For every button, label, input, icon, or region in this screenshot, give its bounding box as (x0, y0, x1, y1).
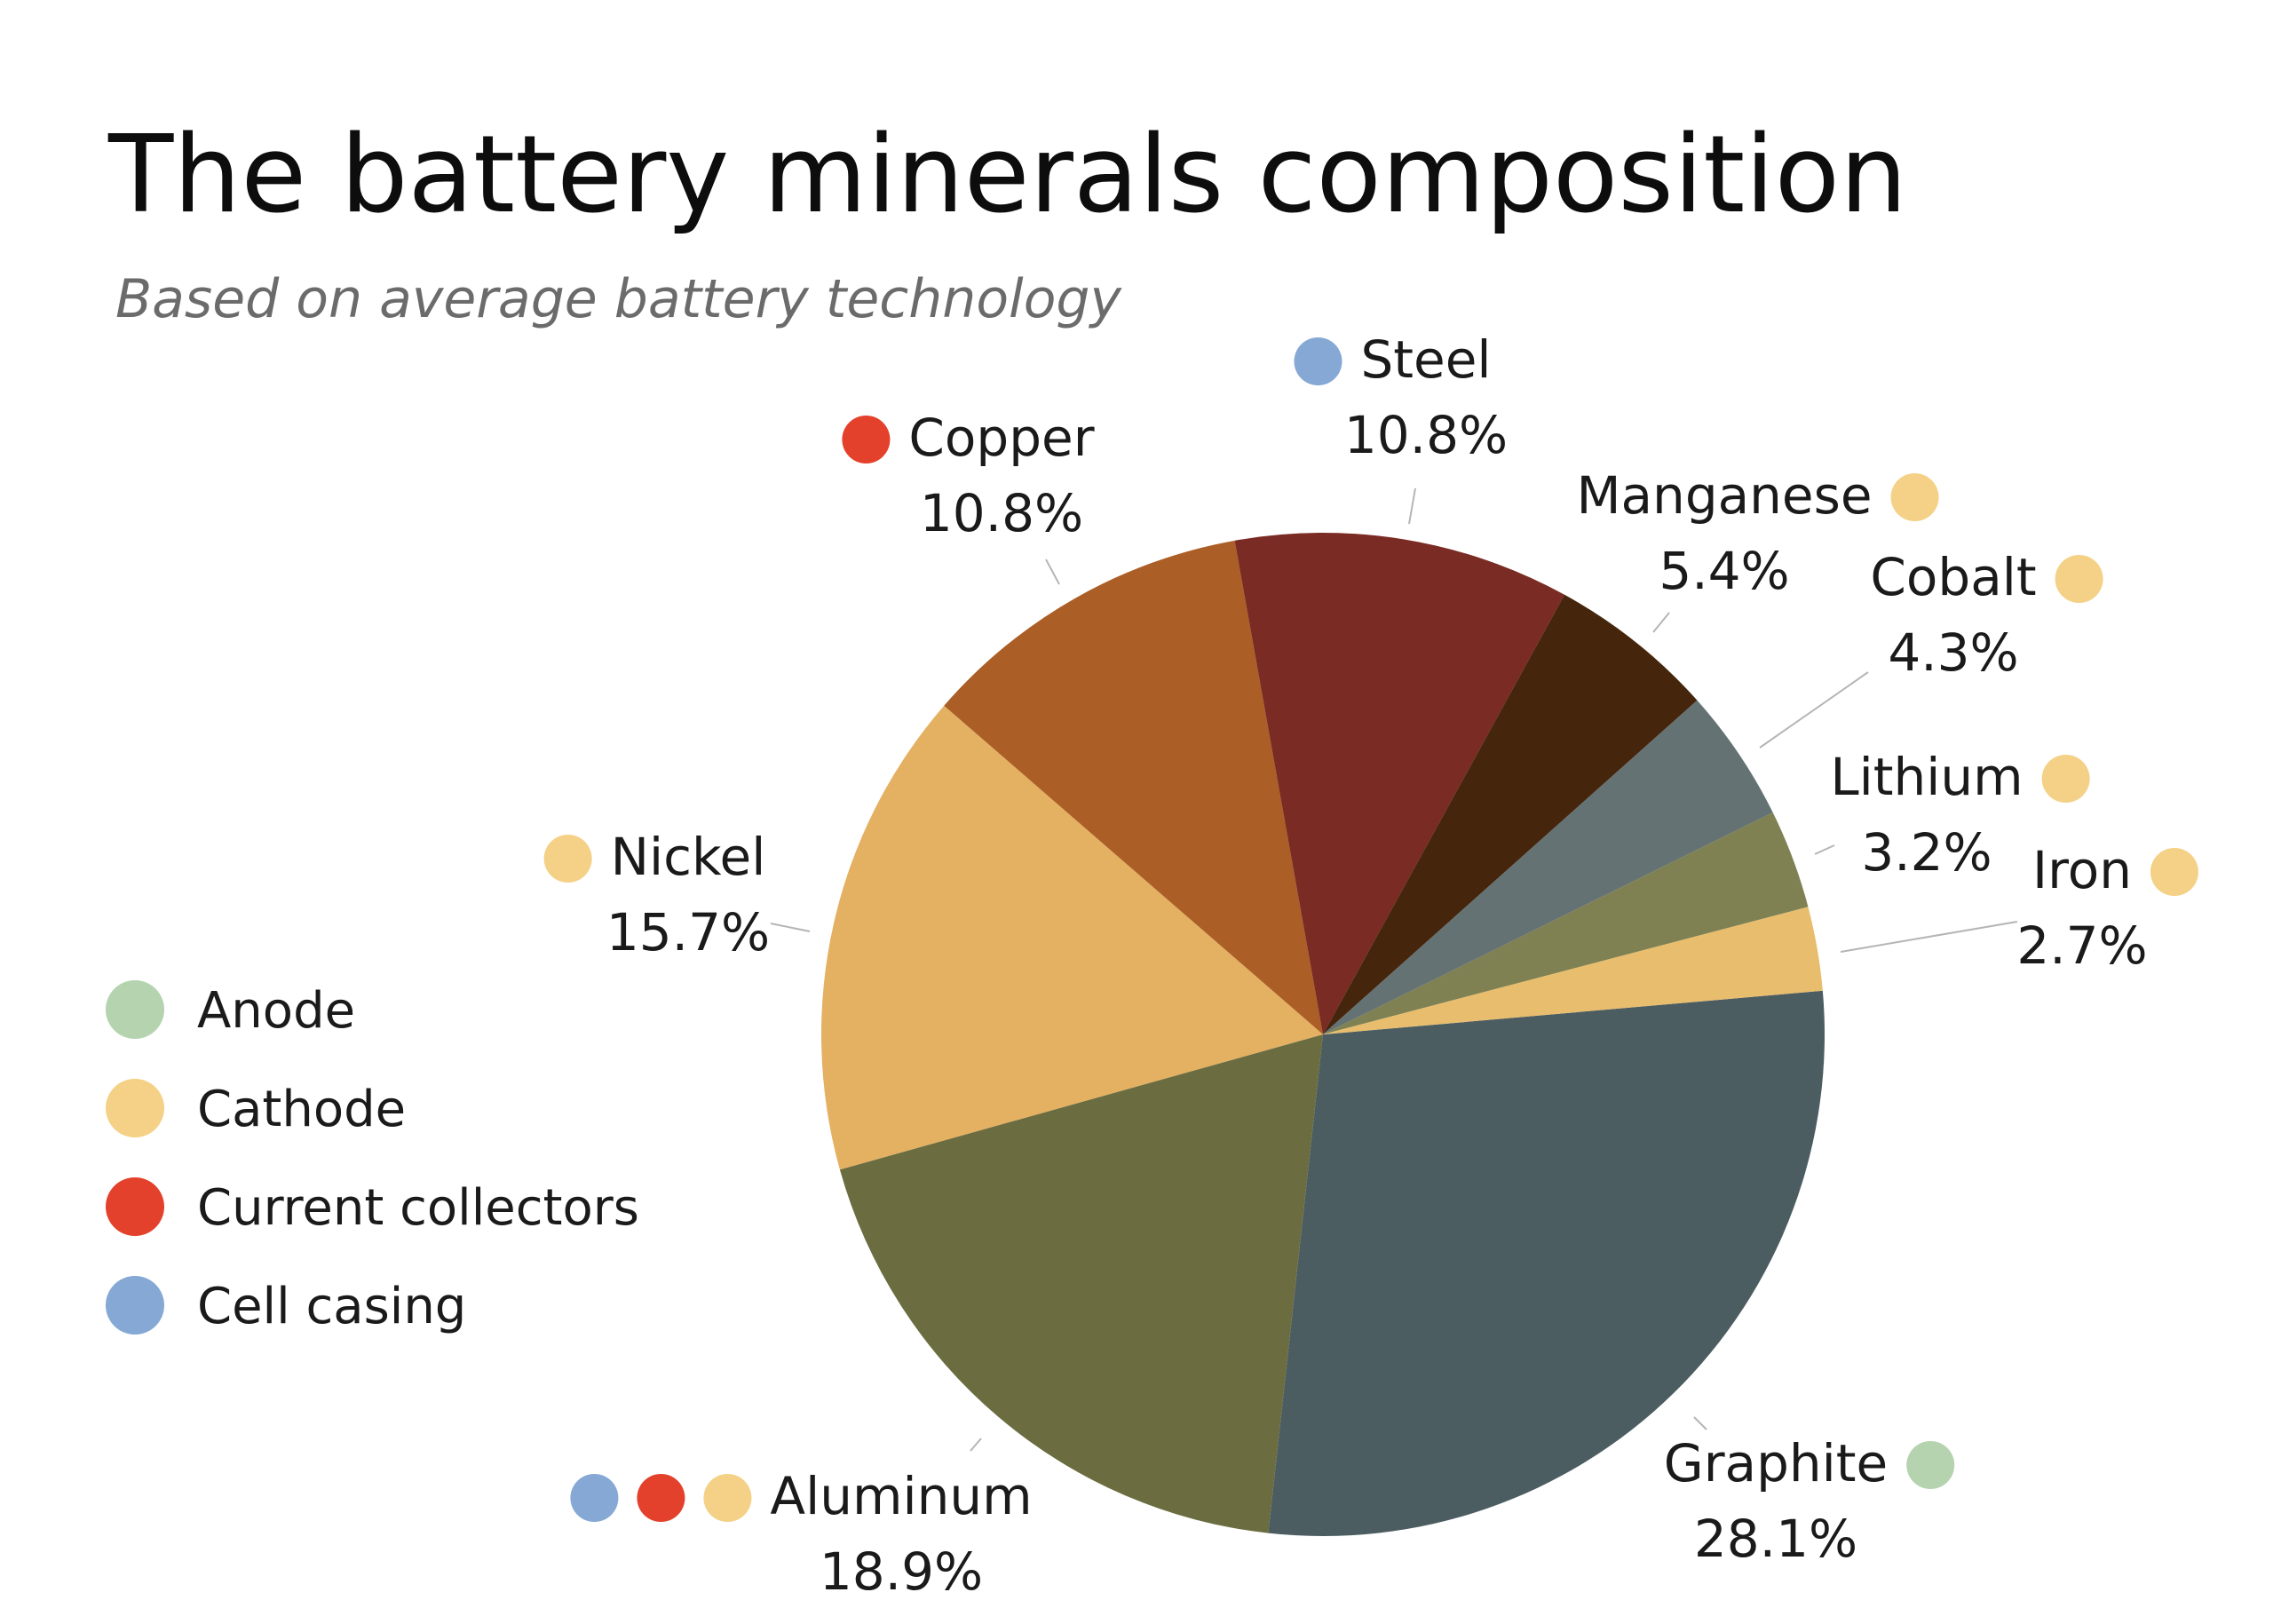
legend-swatch-cathode (106, 1079, 164, 1137)
slice-manganese (1323, 594, 1698, 1034)
leader-line-graphite (1693, 1416, 1707, 1430)
slice-label-cobalt: Cobalt (1870, 547, 2036, 607)
slice-label-aluminum: Aluminum (770, 1466, 1032, 1526)
slice-steel (1234, 533, 1565, 1034)
group-dot-aluminum-cathode (703, 1474, 752, 1522)
group-dot-lithium-cathode (2041, 755, 2090, 803)
slice-value-copper: 10.8% (920, 483, 1083, 543)
group-dot-aluminum-cell-casing (570, 1474, 619, 1522)
slice-labels: Graphite 28.1% Aluminum 18.9% Nickel 15.7% Cop… (543, 329, 2198, 1602)
slice-value-aluminum: 18.9% (820, 1541, 983, 1602)
leader-line-steel (1408, 487, 1416, 525)
group-dot-iron-cathode (2150, 848, 2198, 896)
slice-value-iron: 2.7% (2016, 915, 2147, 976)
group-dot-manganese-cathode (1890, 473, 1939, 521)
legend-swatch-current-collectors (106, 1177, 164, 1236)
slice-value-steel: 10.8% (1344, 405, 1508, 465)
slice-label-graphite: Graphite (1664, 1433, 1888, 1493)
slice-copper (944, 540, 1323, 1034)
group-dot-steel-cell-casing (1294, 337, 1342, 385)
leader-line-cobalt (1759, 671, 1869, 749)
slice-value-manganese: 5.4% (1659, 541, 1789, 601)
chart-subtitle: Based on average battery technology (115, 268, 1122, 330)
leader-line-nickel (770, 923, 811, 932)
group-dot-graphite-anode (1906, 1441, 1955, 1489)
legend: Anode Cathode Current collectors Cell casin… (106, 980, 639, 1335)
slice-label-manganese: Manganese (1576, 465, 1872, 526)
slice-iron (1323, 907, 1823, 1034)
slice-cobalt (1323, 700, 1773, 1034)
legend-swatch-anode (106, 980, 164, 1039)
slice-aluminum (839, 1034, 1323, 1533)
slice-value-graphite: 28.1% (1694, 1509, 1857, 1569)
legend-label-cell-casing: Cell casing (197, 1278, 466, 1335)
slice-value-cobalt: 4.3% (1888, 622, 2018, 683)
slice-label-steel: Steel (1360, 329, 1491, 390)
leader-line-manganese (1652, 612, 1670, 633)
legend-label-current-collectors: Current collectors (197, 1179, 639, 1237)
group-dot-aluminum-current-collectors (637, 1474, 685, 1522)
chart-title: The battery minerals composition (107, 114, 1907, 237)
legend-label-anode: Anode (197, 982, 355, 1040)
legend-label-cathode: Cathode (197, 1081, 406, 1138)
slice-label-nickel: Nickel (611, 827, 766, 887)
leader-line-iron (1840, 921, 2018, 953)
slice-nickel (820, 705, 1323, 1170)
slice-value-lithium: 3.2% (1861, 822, 1992, 883)
leader-line-lithium (1814, 844, 1835, 855)
slice-value-nickel: 15.7% (606, 902, 770, 963)
leader-lines (770, 487, 2018, 1452)
legend-swatch-cell-casing (106, 1276, 164, 1335)
slice-graphite (1268, 990, 1825, 1537)
group-dot-copper-current-collectors (842, 416, 891, 463)
slice-label-copper: Copper (908, 408, 1094, 468)
slice-lithium (1323, 812, 1809, 1034)
group-dot-cobalt-cathode (2055, 555, 2103, 603)
group-dot-nickel-cathode (543, 835, 592, 883)
pie-slices (820, 533, 1825, 1537)
slice-label-iron: Iron (2032, 840, 2132, 900)
leader-line-aluminum (970, 1438, 982, 1452)
leader-line-copper (1045, 558, 1060, 585)
slice-label-lithium: Lithium (1830, 747, 2023, 807)
